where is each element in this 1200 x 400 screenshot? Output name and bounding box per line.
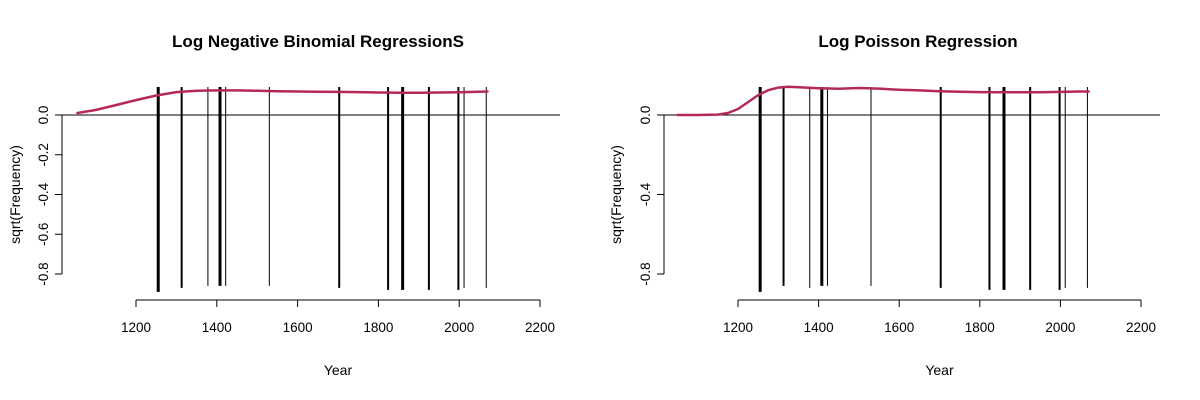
x-tick-label: 2000: [1045, 320, 1075, 335]
y-tick-label: -0.8: [36, 262, 51, 285]
x-tick-label: 1400: [202, 320, 232, 335]
y-tick-label: 0.0: [36, 106, 51, 125]
x-tick-label: 2200: [1126, 320, 1156, 335]
x-tick-label: 1200: [121, 320, 151, 335]
panel-2: Log Poisson Regression 1200 1400 1600 1800 20…: [608, 32, 1160, 378]
fitted-curve: [676, 85, 1090, 117]
x-tick-label: 2000: [444, 320, 474, 335]
y-tick-label: -0.2: [36, 143, 51, 166]
y-tick-label: 0.0: [638, 106, 653, 125]
y-axis-label: sqrt(Frequency): [608, 145, 624, 244]
panel-1: Log Negative Binomial RegressionS 1200 140…: [7, 32, 560, 378]
y-tick-label: -0.4: [638, 182, 653, 206]
x-tick-label: 1200: [723, 320, 753, 335]
x-axis-label: Year: [324, 362, 353, 378]
x-tick-label: 1800: [965, 320, 995, 335]
y-tick-label: -0.8: [638, 262, 653, 285]
fitted-curve: [76, 89, 489, 115]
y-axis-label: sqrt(Frequency): [7, 145, 23, 244]
chart-title: Log Poisson Regression: [818, 32, 1017, 51]
x-tick-label: 1600: [884, 320, 914, 335]
x-tick-label: 2200: [525, 320, 555, 335]
chart-title: Log Negative Binomial RegressionS: [172, 32, 464, 51]
x-tick-label: 1400: [804, 320, 834, 335]
y-tick-label: -0.4: [36, 182, 51, 206]
x-axis-label: Year: [925, 362, 954, 378]
y-tick-label: -0.6: [36, 223, 51, 246]
x-tick-label: 1800: [363, 320, 393, 335]
x-tick-label: 1600: [283, 320, 313, 335]
